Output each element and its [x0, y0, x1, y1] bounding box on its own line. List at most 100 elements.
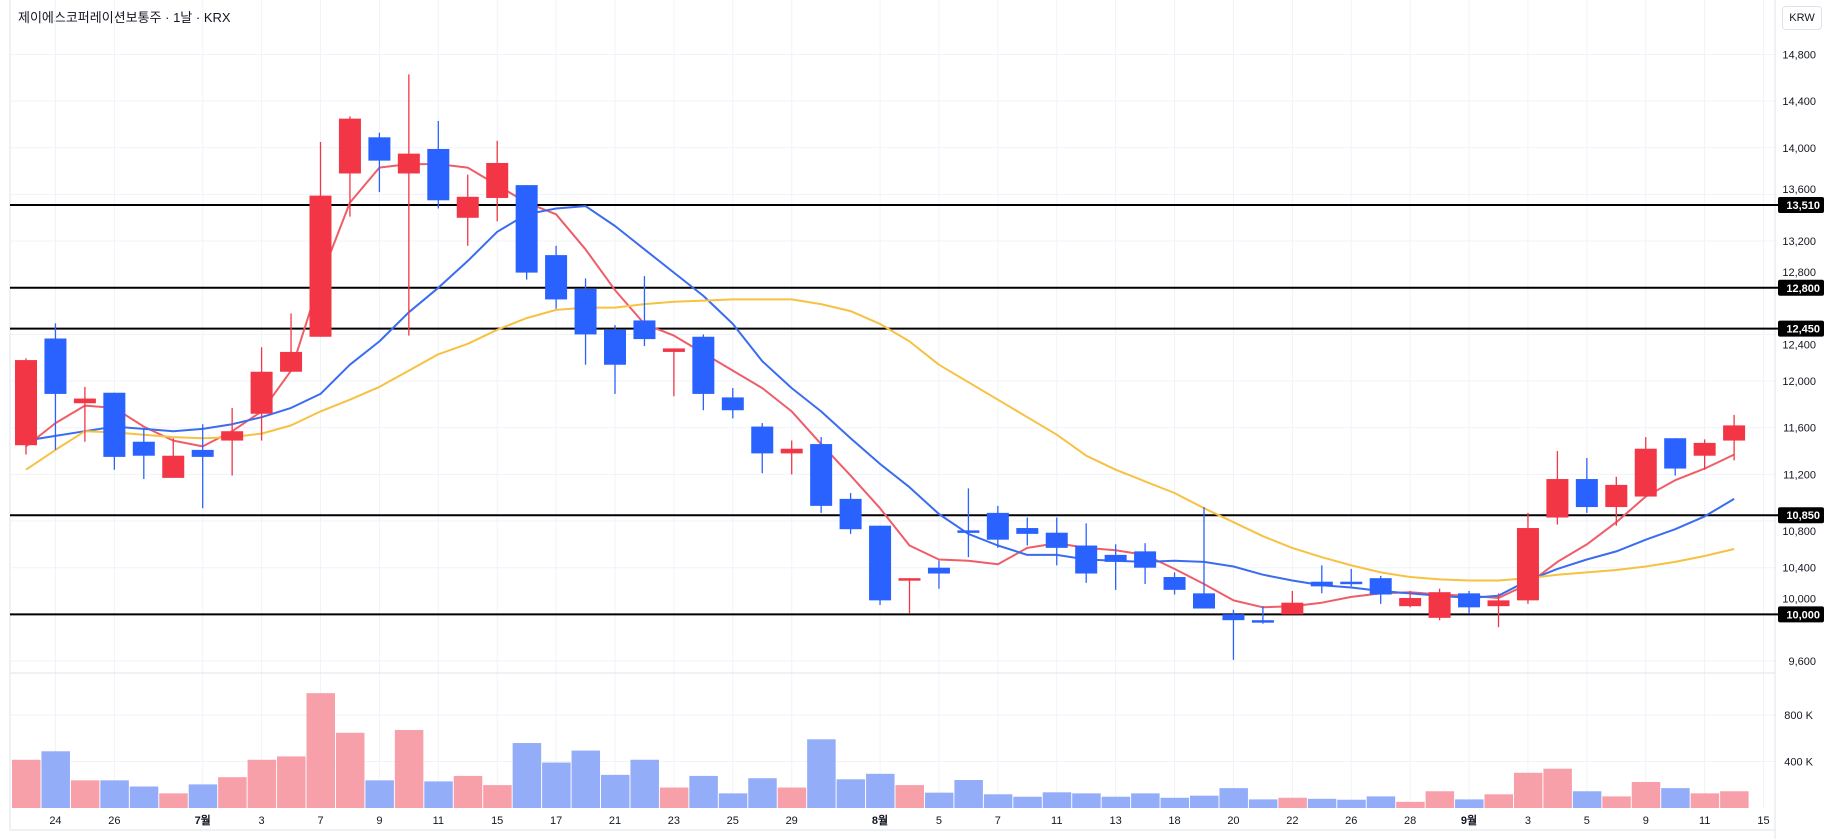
candle-body-up[interactable] — [1399, 598, 1422, 607]
volume-bar — [129, 786, 159, 808]
time-axis-label: 11 — [1051, 815, 1062, 827]
candle-body-down[interactable] — [191, 449, 214, 457]
price-axis-label: 14,400 — [1782, 96, 1816, 108]
candle-body-down[interactable] — [1075, 545, 1098, 574]
candle-body-down[interactable] — [1104, 554, 1127, 562]
candle-body-up[interactable] — [221, 431, 244, 441]
volume-bar — [1337, 799, 1366, 808]
candle-body-down[interactable] — [1163, 577, 1186, 590]
candle-body-down[interactable] — [103, 392, 126, 457]
candle-body-down[interactable] — [574, 288, 597, 335]
candle-body-up[interactable] — [1634, 448, 1657, 497]
candle-body-up[interactable] — [1546, 479, 1569, 518]
candle-body-down[interactable] — [1193, 593, 1215, 609]
price-axis-label: 9,600 — [1788, 656, 1816, 668]
time-axis-label: 8월 — [872, 813, 888, 827]
candle-body-up[interactable] — [338, 118, 361, 174]
candle-body-down[interactable] — [44, 338, 67, 394]
candle-body-down[interactable] — [1251, 620, 1274, 623]
candle-body-down[interactable] — [427, 148, 450, 201]
volume-bar — [983, 794, 1013, 808]
price-level-badge — [1778, 320, 1824, 337]
candle-body-up[interactable] — [456, 196, 479, 218]
time-axis-label: 26 — [1345, 815, 1357, 827]
volume-bar — [1455, 799, 1484, 808]
candle-body-up[interactable] — [898, 578, 921, 581]
candle-body-down[interactable] — [1340, 581, 1363, 585]
candle-body-up[interactable] — [280, 351, 303, 372]
candle-body-up[interactable] — [662, 348, 685, 352]
volume-bar — [424, 781, 453, 808]
candle-body-down[interactable] — [633, 320, 656, 340]
candle-body-up[interactable] — [162, 455, 185, 478]
candle-body-down[interactable] — [604, 329, 626, 365]
candle-body-down[interactable] — [1664, 438, 1687, 469]
candle-body-up[interactable] — [250, 371, 273, 414]
time-axis-label: 25 — [727, 815, 739, 827]
candle-body-up[interactable] — [1693, 442, 1716, 456]
volume-bar — [748, 778, 777, 808]
candle-body-up[interactable] — [1723, 425, 1746, 441]
candle-body-up[interactable] — [1281, 602, 1304, 615]
volume-axis-label: 400 K — [1784, 757, 1813, 769]
time-axis-label: 18 — [1168, 815, 1180, 827]
candle-body-up[interactable] — [1605, 484, 1628, 508]
volume-bar — [1484, 794, 1513, 808]
candle-body-down[interactable] — [1016, 528, 1039, 534]
price-level-badge — [1778, 279, 1824, 296]
candle-body-down[interactable] — [986, 512, 1009, 540]
candle-body-down[interactable] — [692, 336, 715, 394]
candle-body-down[interactable] — [721, 397, 744, 411]
time-axis-label: 7월 — [195, 813, 211, 827]
time-axis-label: 9 — [1643, 815, 1649, 827]
volume-bar — [1396, 801, 1425, 808]
chart-title: 제이에스코퍼레이션보통주 · 1날 · KRX — [18, 10, 231, 25]
candle-body-down[interactable] — [751, 426, 774, 454]
time-axis-label: 17 — [550, 815, 562, 827]
candle-body-down[interactable] — [957, 530, 980, 533]
candle-body-down[interactable] — [1045, 532, 1068, 548]
volume-bar — [365, 780, 394, 808]
candle-body-down[interactable] — [1458, 593, 1481, 608]
volume-bar — [1278, 797, 1307, 808]
volume-bar — [1425, 791, 1455, 808]
volume-bar — [1661, 788, 1690, 808]
time-axis-label: 7 — [317, 815, 323, 827]
volume-bar — [1307, 798, 1337, 808]
volume-bar — [512, 743, 542, 808]
candle-body-up[interactable] — [486, 162, 509, 198]
currency-button[interactable]: KRW — [1782, 6, 1822, 30]
time-axis-label: 15 — [1757, 815, 1769, 827]
candle-body-down[interactable] — [1369, 578, 1392, 595]
volume-bar — [1042, 792, 1072, 808]
volume-bar — [1160, 797, 1190, 808]
candle-body-down[interactable] — [1134, 551, 1157, 568]
candle-body-down[interactable] — [810, 444, 833, 506]
candle-body-up[interactable] — [1428, 592, 1451, 618]
candle-body-up[interactable] — [15, 360, 37, 446]
candle-body-down[interactable] — [368, 137, 391, 161]
volume-bar — [218, 777, 247, 808]
candle-body-down[interactable] — [132, 441, 155, 456]
candle-body-down[interactable] — [1575, 479, 1598, 508]
candle-body-down[interactable] — [1222, 614, 1245, 621]
candle-body-up[interactable] — [780, 448, 803, 454]
candle-body-down[interactable] — [927, 567, 950, 574]
candle-body-down[interactable] — [839, 498, 862, 530]
candle-body-up[interactable] — [1516, 528, 1539, 601]
time-axis-label: 13 — [1110, 815, 1122, 827]
candle-body-up[interactable] — [1487, 600, 1510, 607]
volume-bar — [659, 787, 689, 808]
candle-body-down[interactable] — [1310, 581, 1333, 587]
price-axis-label: 12,800 — [1782, 267, 1816, 279]
candle-body-up[interactable] — [73, 398, 96, 404]
price-level-badge — [1778, 606, 1824, 623]
time-axis-label: 3 — [259, 815, 265, 827]
volume-bar — [1572, 791, 1602, 808]
candle-body-up[interactable] — [309, 195, 332, 337]
candle-body-down[interactable] — [515, 185, 538, 273]
candle-body-down[interactable] — [869, 525, 892, 601]
candle-body-up[interactable] — [397, 153, 420, 174]
candle-body-down[interactable] — [545, 255, 568, 300]
